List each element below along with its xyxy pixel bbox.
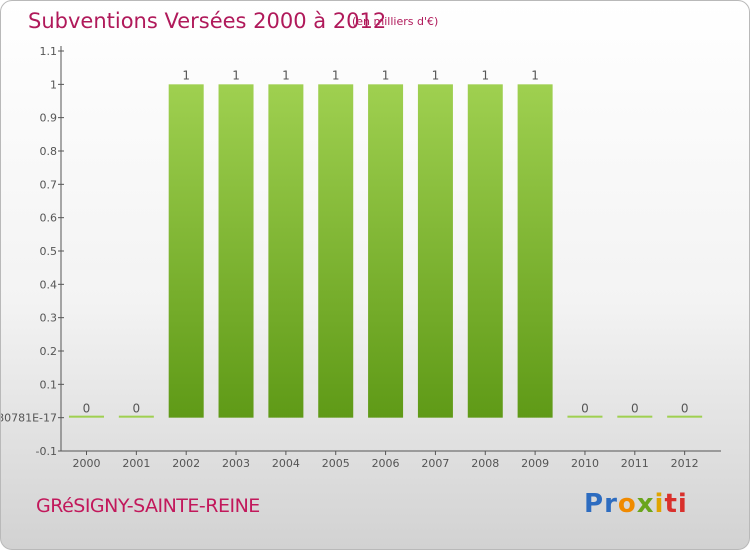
bar [118,415,154,418]
bar [168,84,204,418]
proxiti-logo: Proxiti [584,489,688,519]
y-tick-label: 0.1 [40,378,58,391]
logo-letter: P [584,489,605,519]
data-label: 0 [631,402,639,416]
y-tick-label: 1 [50,78,57,91]
logo-letter: i [677,489,688,519]
data-label: 0 [133,402,141,416]
x-tick-label: 2008 [471,457,499,470]
bar [667,415,703,418]
x-tick-label: 2002 [172,457,200,470]
y-tick-label: 0.3 [40,312,58,325]
commune-name: GRéSIGNY-SAINTE-REINE [36,495,260,517]
bar [318,84,354,418]
y-tick-label: -0.1 [36,445,57,458]
x-tick-label: 2007 [421,457,449,470]
data-label: 0 [83,402,91,416]
bar [268,84,304,418]
bar [467,84,503,418]
y-tick-label: 1.1 [40,45,58,58]
bar [567,415,603,418]
data-label: 0 [581,402,589,416]
y-tick-label: 0.5 [40,245,58,258]
y-tick-label: 0.7 [40,178,58,191]
y-tick-label: 0.8 [40,145,58,158]
data-label: 1 [531,68,539,82]
x-tick-label: 2003 [222,457,250,470]
y-tick-label: 0.9 [40,112,58,125]
chart-title: Subventions Versées 2000 à 2012 [28,9,387,33]
x-tick-label: 2006 [372,457,400,470]
x-tick-label: 2010 [571,457,599,470]
data-label: 1 [282,68,290,82]
bar [417,84,453,418]
data-label: 1 [382,68,390,82]
bar [218,84,254,418]
x-tick-label: 2005 [322,457,350,470]
y-tick-label: 0.2 [40,345,58,358]
x-tick-label: 2009 [521,457,549,470]
logo-letter: r [604,489,618,519]
data-label: 1 [481,68,489,82]
data-label: 1 [432,68,440,82]
bar [517,84,553,418]
data-label: 0 [681,402,689,416]
x-tick-label: 2004 [272,457,300,470]
logo-letter: t [664,489,678,519]
x-tick-label: 2001 [122,457,150,470]
logo-letter: o [617,489,637,519]
y-tick-label: 1.387778780781E-17 [1,412,57,425]
logo-letter: i [654,489,665,519]
data-label: 1 [182,68,190,82]
x-tick-label: 2012 [671,457,699,470]
chart-unit: (en milliers d'€) [352,15,439,28]
bar [617,415,653,418]
data-label: 1 [332,68,340,82]
data-label: 1 [232,68,240,82]
x-tick-label: 2011 [621,457,649,470]
logo-letter: x [636,489,655,519]
x-tick-label: 2000 [73,457,101,470]
bar [368,84,404,418]
y-tick-label: 0.4 [40,278,58,291]
bar [69,415,104,418]
y-tick-label: 0.6 [40,212,58,225]
